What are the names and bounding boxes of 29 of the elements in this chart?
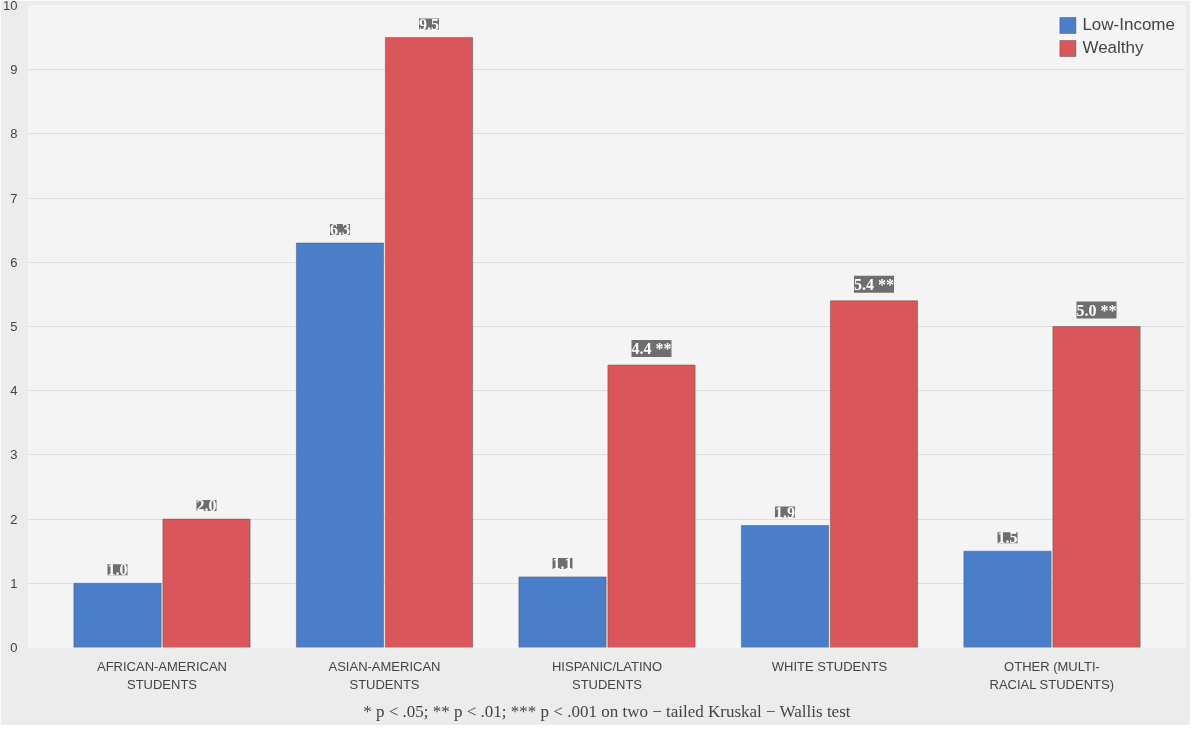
x-tick-label: HISPANIC/LATINO STUDENTS [551, 658, 663, 692]
y-tick-label: 9 [10, 62, 18, 78]
x-tick-label: ASIAN-AMERICAN STUDENTS [328, 658, 441, 692]
y-tick-label: 0 [10, 640, 18, 655]
y-tick-label: 10 [3, 0, 18, 13]
text: * p < .05; ** p < .01; *** p < .001 on two − tailed Kruskal − Wallis test [363, 701, 851, 721]
y-tick-label: 8 [10, 126, 18, 142]
data-label: 9.5 [419, 15, 439, 33]
y-tick-label: 7 [10, 190, 18, 206]
x-tick-label: AFRICAN-AMERICAN STUDENTS [97, 658, 228, 692]
data-label: 4.4 ** [631, 340, 672, 358]
legend-label: Low-Income [1082, 15, 1175, 35]
y-tick-label: 2 [10, 511, 18, 527]
data-label: 6.3 [330, 221, 350, 239]
data-label: 1.0 [107, 561, 128, 579]
y-tick-label: 6 [10, 254, 18, 270]
y-tick-label: 5 [10, 319, 18, 334]
y-tick-label: 4 [10, 383, 18, 399]
data-label: 1.5 [997, 529, 1018, 547]
x-tick-label: OTHER (MULTI-RACIAL STUDENTS) [989, 658, 1114, 692]
y-tick-label: 3 [10, 447, 18, 463]
data-label: 5.4 ** [854, 275, 894, 293]
y-tick-label: 1 [10, 575, 18, 591]
data-label: 2.0 [196, 497, 217, 515]
data-label: 5.0 ** [1076, 301, 1117, 319]
data-label: 1.1 [552, 554, 573, 572]
data-label: 1.9 [775, 503, 795, 521]
legend-label: Wealthy [1082, 38, 1144, 58]
x-tick-label: WHITE STUDENTS [771, 658, 888, 674]
